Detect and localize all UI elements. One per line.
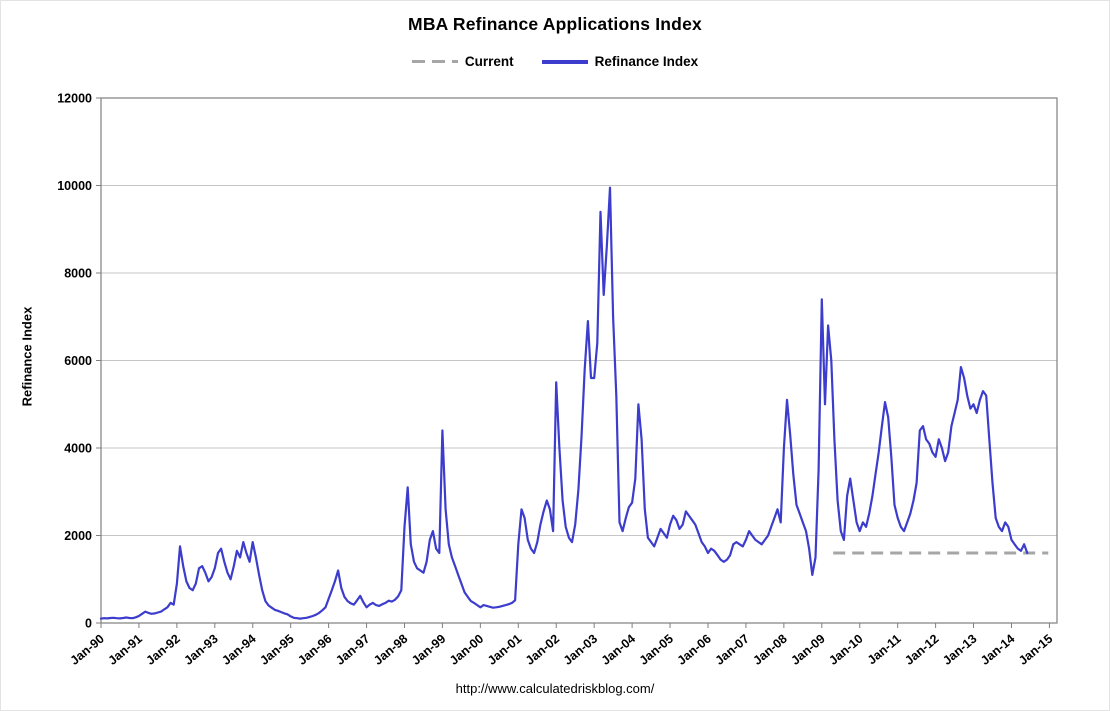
svg-text:Jan-97: Jan-97 [333, 632, 372, 668]
svg-text:Jan-03: Jan-03 [561, 632, 600, 668]
svg-text:Jan-95: Jan-95 [257, 632, 296, 668]
refinance-line-swatch [541, 59, 588, 64]
svg-text:Jan-94: Jan-94 [219, 632, 258, 668]
svg-text:Jan-98: Jan-98 [371, 632, 410, 668]
svg-text:Jan-14: Jan-14 [978, 632, 1017, 668]
svg-text:4000: 4000 [64, 442, 92, 456]
source-url: http://www.calculatedriskblog.com/ [455, 681, 655, 696]
svg-text:Jan-96: Jan-96 [295, 632, 334, 668]
current-line-swatch [411, 60, 458, 63]
svg-text:6000: 6000 [64, 354, 92, 368]
svg-text:Jan-13: Jan-13 [940, 632, 979, 668]
svg-text:Jan-00: Jan-00 [447, 632, 486, 668]
svg-text:Jan-15: Jan-15 [1016, 632, 1055, 668]
svg-text:2000: 2000 [64, 529, 92, 543]
svg-text:12000: 12000 [57, 92, 92, 106]
legend-label-current: Current [464, 54, 514, 69]
svg-text:Jan-10: Jan-10 [826, 632, 865, 668]
svg-text:Jan-12: Jan-12 [902, 632, 941, 668]
svg-text:Jan-08: Jan-08 [750, 632, 789, 668]
svg-text:Jan-01: Jan-01 [485, 632, 524, 668]
legend: Current Refinance Index [1, 54, 1109, 69]
svg-text:Jan-11: Jan-11 [865, 632, 904, 668]
svg-text:Jan-06: Jan-06 [675, 632, 714, 668]
chart-title: MBA Refinance Applications Index [408, 14, 702, 34]
svg-text:0: 0 [85, 617, 92, 631]
svg-text:Jan-90: Jan-90 [68, 632, 107, 668]
svg-text:Jan-93: Jan-93 [181, 632, 220, 668]
svg-text:Jan-09: Jan-09 [788, 632, 827, 668]
legend-label-refinance: Refinance Index [594, 54, 699, 69]
svg-text:Jan-04: Jan-04 [599, 632, 638, 668]
svg-text:Jan-02: Jan-02 [523, 632, 562, 668]
svg-text:10000: 10000 [57, 179, 92, 193]
svg-text:8000: 8000 [64, 267, 92, 281]
svg-text:Jan-05: Jan-05 [637, 632, 676, 668]
svg-text:Jan-99: Jan-99 [409, 632, 448, 668]
legend-item-current: Current [411, 54, 514, 69]
svg-text:Jan-91: Jan-91 [106, 632, 145, 668]
legend-item-refinance: Refinance Index [541, 54, 699, 69]
svg-text:Jan-07: Jan-07 [713, 632, 752, 668]
svg-text:Jan-92: Jan-92 [143, 632, 182, 668]
